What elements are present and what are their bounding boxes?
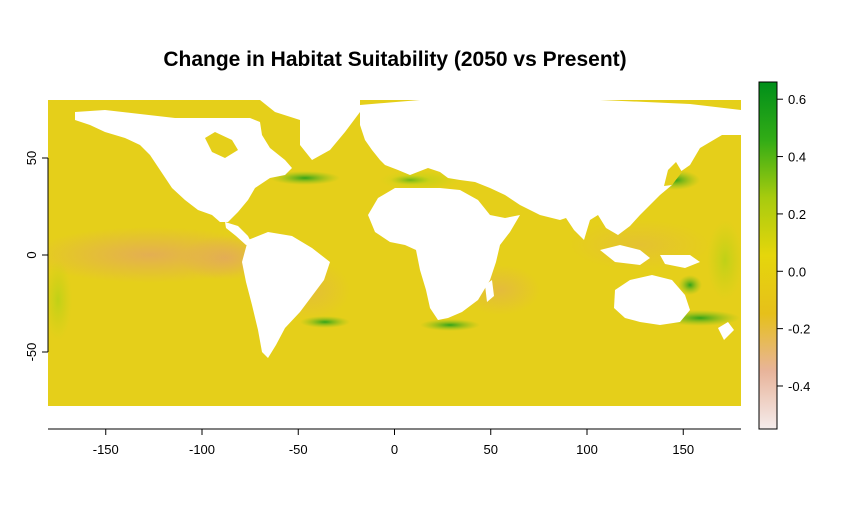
australia [614,275,690,325]
legend-ticks: 0.6 0.4 0.2 0.0 -0.2 -0.4 [777,92,810,394]
x-tick-label: 100 [576,442,598,457]
madagascar [485,280,494,302]
x-axis: -150 -100 -50 0 50 100 150 [48,428,741,457]
antarctica [48,406,741,410]
indonesia-islands [600,245,650,265]
new-zealand [718,322,734,340]
legend-tick-label: 0.4 [788,150,806,165]
south-america [242,232,330,358]
africa [368,188,520,320]
x-tick-label: -150 [93,442,119,457]
japan-sea-gap [664,162,682,186]
y-axis: -50 0 50 [24,151,49,362]
land-masses [48,98,741,410]
legend-colorbar [758,81,778,430]
x-tick-label: -50 [289,442,308,457]
x-tick-label: 50 [484,442,498,457]
north-america [75,110,292,222]
map-title: Change in Habitat Suitability (2050 vs P… [163,48,627,71]
color-legend: 0.6 0.4 0.2 0.0 -0.2 -0.4 [758,81,810,430]
x-tick-label: 0 [391,442,398,457]
hudson-bay [205,132,238,158]
legend-tick-label: 0.6 [788,92,806,107]
plot-area: -150 -100 -50 0 50 100 150 -50 0 50 [24,80,741,457]
y-tick-label: -50 [24,343,39,362]
y-tick-label: 0 [24,251,39,258]
central-america [225,222,252,245]
greenland [260,100,360,160]
eurasia [360,98,741,240]
x-tick-label: 150 [672,442,694,457]
legend-tick-label: 0.0 [788,264,806,279]
legend-tick-label: 0.2 [788,207,806,222]
y-tick-label: 50 [24,151,39,165]
x-tick-label: -100 [189,442,215,457]
new-guinea [660,255,700,268]
legend-tick-label: -0.4 [788,379,810,394]
caribbean-islands [210,205,228,214]
legend-tick-label: -0.2 [788,322,810,337]
